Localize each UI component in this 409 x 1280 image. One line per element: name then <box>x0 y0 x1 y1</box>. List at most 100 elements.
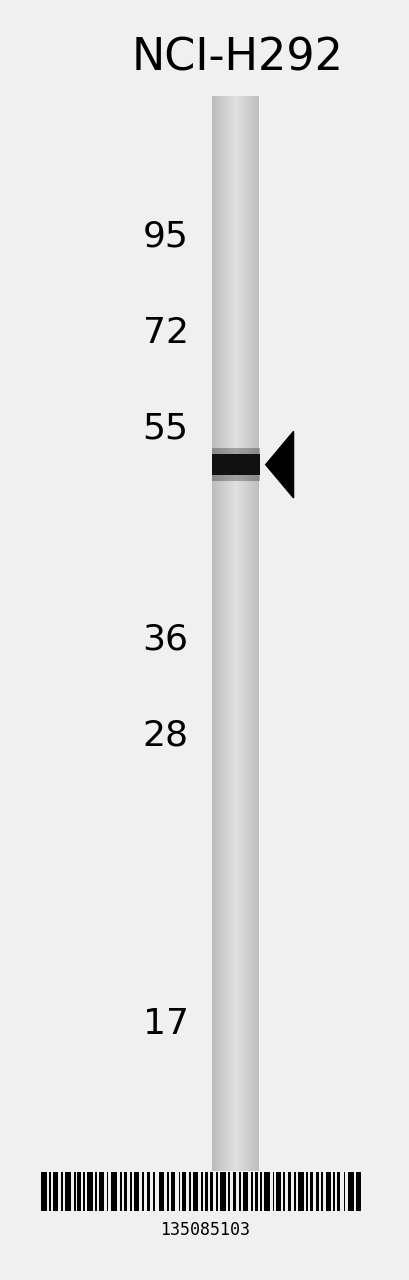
Text: 135085103: 135085103 <box>160 1221 249 1239</box>
Polygon shape <box>265 431 293 498</box>
Text: 72: 72 <box>142 316 188 349</box>
Bar <box>229 96 230 1171</box>
Bar <box>250 1172 252 1211</box>
Text: 17: 17 <box>142 1007 188 1041</box>
Bar <box>242 96 243 1171</box>
Bar <box>188 1172 190 1211</box>
Bar <box>166 1172 169 1211</box>
Bar <box>255 96 256 1171</box>
Bar <box>287 1172 290 1211</box>
Bar <box>257 96 258 1171</box>
Bar <box>336 1172 339 1211</box>
Bar <box>61 1172 63 1211</box>
Bar <box>49 1172 51 1211</box>
Bar <box>87 1172 92 1211</box>
Bar <box>214 96 215 1171</box>
Bar <box>53 1172 58 1211</box>
Bar <box>241 96 242 1171</box>
Bar <box>171 1172 175 1211</box>
Bar <box>251 96 252 1171</box>
Bar <box>247 96 248 1171</box>
Bar <box>123 1172 126 1211</box>
Bar <box>218 96 219 1171</box>
Bar <box>217 96 218 1171</box>
Bar <box>142 1172 144 1211</box>
Bar <box>231 96 232 1171</box>
Bar <box>263 1172 269 1211</box>
Bar <box>245 96 246 1171</box>
Bar <box>212 448 259 468</box>
Bar <box>276 1172 280 1211</box>
Bar <box>220 1172 225 1211</box>
Bar <box>106 1172 108 1211</box>
Bar <box>215 96 216 1171</box>
Text: NCI-H292: NCI-H292 <box>131 36 343 79</box>
Bar <box>216 96 217 1171</box>
Bar <box>244 96 245 1171</box>
Bar <box>343 1172 345 1211</box>
Bar <box>74 1172 75 1211</box>
Bar <box>293 1172 295 1211</box>
Bar <box>325 1172 330 1211</box>
Bar <box>237 96 238 1171</box>
Bar <box>260 1172 262 1211</box>
Bar <box>111 1172 117 1211</box>
Bar <box>212 461 259 481</box>
Bar <box>215 1172 217 1211</box>
Bar <box>234 96 235 1171</box>
Bar <box>347 1172 353 1211</box>
Bar <box>65 1172 71 1211</box>
Bar <box>258 96 259 1171</box>
Bar <box>254 96 255 1171</box>
Bar <box>130 1172 132 1211</box>
Bar <box>221 96 222 1171</box>
Bar <box>95 1172 97 1211</box>
Bar <box>233 96 234 1171</box>
Bar <box>178 1172 180 1211</box>
Bar <box>243 96 244 1171</box>
Bar <box>232 1172 236 1211</box>
Bar <box>240 96 241 1171</box>
Bar <box>224 96 225 1171</box>
Bar <box>246 96 247 1171</box>
Bar <box>310 1172 313 1211</box>
Bar <box>227 96 228 1171</box>
Bar <box>239 96 240 1171</box>
Bar <box>228 1172 230 1211</box>
Bar <box>252 96 253 1171</box>
Bar <box>225 96 226 1171</box>
Bar <box>253 96 254 1171</box>
Bar <box>238 96 239 1171</box>
Bar <box>355 1172 360 1211</box>
Bar <box>243 1172 247 1211</box>
Bar <box>272 1172 274 1211</box>
Bar <box>134 1172 139 1211</box>
Bar <box>283 1172 285 1211</box>
Bar <box>192 1172 197 1211</box>
Bar <box>213 96 214 1171</box>
Bar <box>99 1172 103 1211</box>
Bar <box>248 96 249 1171</box>
Bar <box>230 96 231 1171</box>
Bar <box>204 1172 207 1211</box>
Bar <box>182 1172 185 1211</box>
Bar <box>158 1172 164 1211</box>
Bar <box>256 96 257 1171</box>
Bar <box>235 96 236 1171</box>
Bar <box>250 96 251 1171</box>
Bar <box>223 96 224 1171</box>
Bar <box>232 96 233 1171</box>
Bar <box>220 96 221 1171</box>
Bar <box>228 96 229 1171</box>
Text: 36: 36 <box>142 623 188 657</box>
Text: 28: 28 <box>142 719 188 753</box>
Bar <box>249 96 250 1171</box>
Bar <box>83 1172 85 1211</box>
Bar <box>77 1172 81 1211</box>
Bar <box>119 1172 121 1211</box>
Bar <box>153 1172 155 1211</box>
Bar <box>254 1172 257 1211</box>
Bar <box>320 1172 322 1211</box>
Bar <box>333 1172 335 1211</box>
Text: 55: 55 <box>142 412 188 445</box>
